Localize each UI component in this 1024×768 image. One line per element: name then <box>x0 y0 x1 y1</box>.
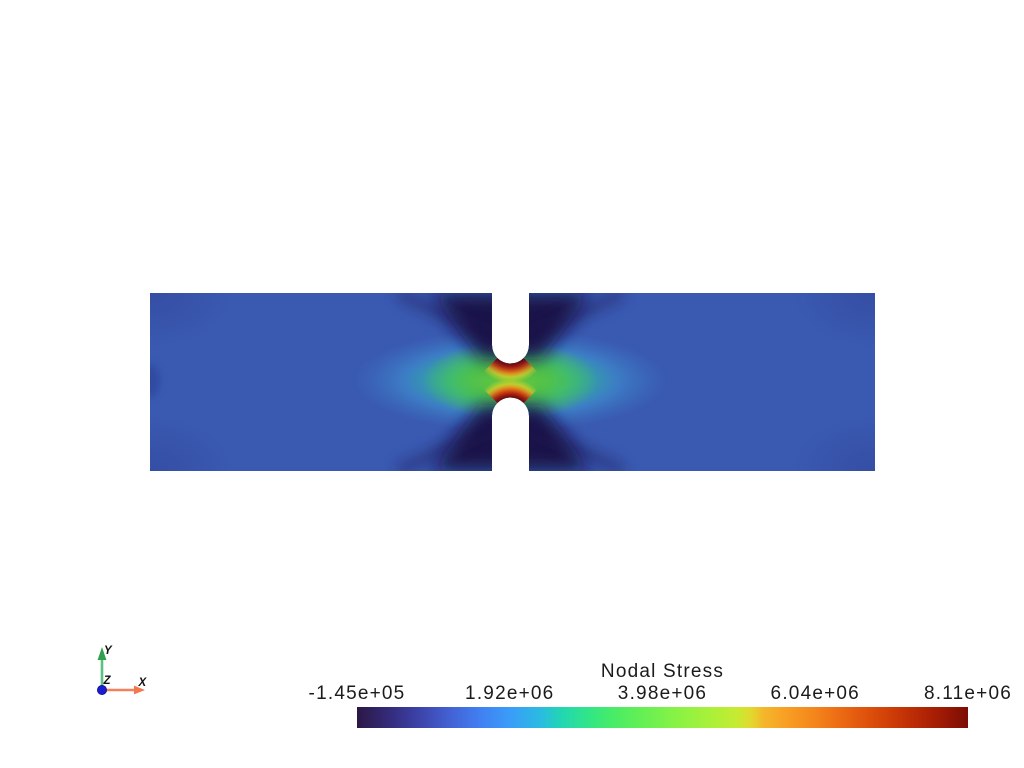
x-axis-arrow <box>104 685 145 695</box>
colorbar-tick-label: 6.04e+06 <box>770 683 860 704</box>
corner-shading <box>150 293 875 471</box>
colorbar-gradient <box>357 707 968 728</box>
colorbar-title: Nodal Stress <box>600 661 725 682</box>
x-axis-label: X <box>138 677 148 689</box>
edge-smudge <box>150 364 160 398</box>
scalar-bar-widget[interactable]: Nodal Stress -1.45e+05 1.92e+06 3.98e+06… <box>309 659 1011 731</box>
colorbar-labels: -1.45e+05 1.92e+06 3.98e+06 6.04e+06 8.1… <box>309 683 1011 705</box>
orientation-axes-widget: Y X Z <box>96 645 148 696</box>
specimen-stress-view <box>150 293 875 471</box>
hotspot-bottom <box>448 354 573 416</box>
shadow-streaks <box>395 293 626 471</box>
y-axis-label: Y <box>104 645 113 657</box>
colorbar-tick-label: -1.45e+05 <box>308 683 406 704</box>
z-axis-label: Z <box>103 675 112 687</box>
specimen-shape <box>150 293 875 471</box>
y-axis-arrow <box>97 647 107 688</box>
colorbar-tick-label: 8.11e+06 <box>924 683 1012 704</box>
z-axis-dot <box>96 685 107 696</box>
colorbar-tick-label: 1.92e+06 <box>465 683 555 704</box>
colorbar-tick-label: 3.98e+06 <box>617 683 708 704</box>
